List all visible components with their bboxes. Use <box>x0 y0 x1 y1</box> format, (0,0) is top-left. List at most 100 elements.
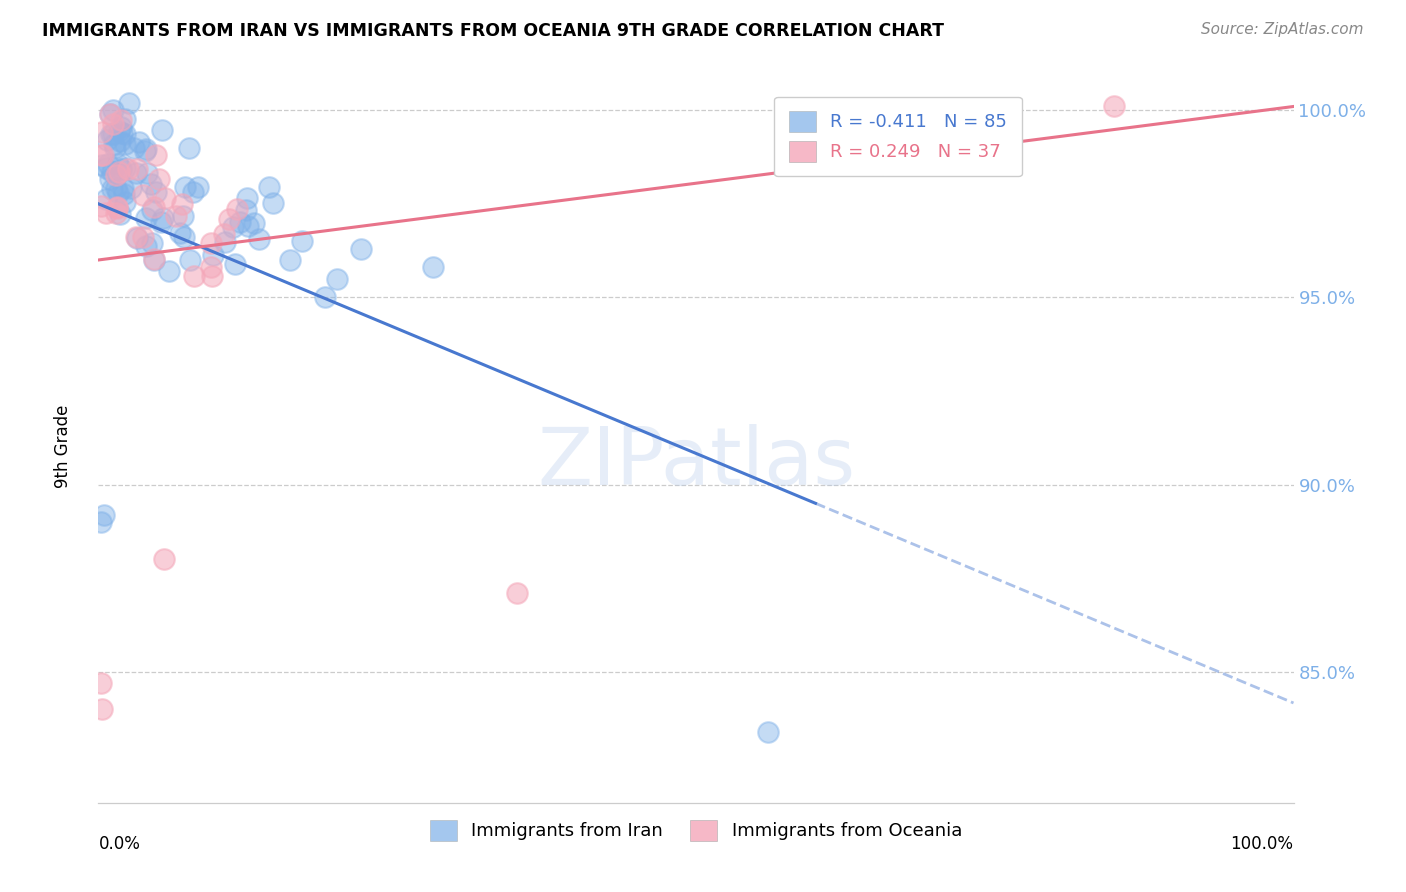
Point <box>107 166 129 180</box>
Point <box>187 179 209 194</box>
Point <box>141 202 163 217</box>
Point <box>214 235 236 249</box>
Point <box>107 164 129 178</box>
Point <box>110 134 132 148</box>
Point <box>315 290 337 304</box>
Point <box>114 195 136 210</box>
Point <box>179 141 201 155</box>
Point <box>262 196 284 211</box>
Point <box>101 181 124 195</box>
Point <box>157 264 180 278</box>
Point <box>201 247 224 261</box>
Point <box>229 215 252 229</box>
Point <box>98 106 121 120</box>
Text: 9th Grade: 9th Grade <box>55 404 72 488</box>
Point <box>172 209 194 223</box>
Text: Source: ZipAtlas.com: Source: ZipAtlas.com <box>1201 22 1364 37</box>
Point <box>183 268 205 283</box>
Point <box>93 148 115 162</box>
Point <box>110 120 132 134</box>
Point <box>225 202 247 216</box>
Point <box>181 185 204 199</box>
Point <box>756 724 779 739</box>
Point <box>222 220 245 235</box>
Point <box>145 148 167 162</box>
Point <box>98 107 121 121</box>
Point <box>101 117 124 131</box>
Point <box>506 586 529 600</box>
Point <box>105 205 128 219</box>
Point <box>278 252 301 267</box>
Point <box>93 508 115 522</box>
Point <box>110 112 132 127</box>
Point <box>235 203 257 218</box>
Point <box>1104 99 1126 113</box>
Point <box>201 268 224 283</box>
Point <box>200 236 222 251</box>
Point <box>104 141 127 155</box>
Point <box>257 179 280 194</box>
Point <box>98 172 121 186</box>
Point <box>153 552 176 566</box>
Point <box>179 252 201 267</box>
Point <box>90 126 112 140</box>
Point <box>96 133 118 147</box>
Point <box>94 161 117 175</box>
Point <box>118 96 141 111</box>
Point <box>90 148 112 162</box>
Point <box>90 157 112 171</box>
Point <box>143 252 166 267</box>
Point <box>105 200 128 214</box>
Point <box>112 180 135 194</box>
Text: IMMIGRANTS FROM IRAN VS IMMIGRANTS FROM OCEANIA 9TH GRADE CORRELATION CHART: IMMIGRANTS FROM IRAN VS IMMIGRANTS FROM … <box>42 22 945 40</box>
Point <box>139 177 162 191</box>
Point <box>107 186 129 200</box>
Point <box>173 229 195 244</box>
Point <box>200 260 222 275</box>
Point <box>132 187 155 202</box>
Point <box>100 127 122 141</box>
Point <box>422 260 444 275</box>
Point <box>132 230 155 244</box>
Point <box>100 164 122 178</box>
Point <box>224 257 246 271</box>
Point <box>90 199 112 213</box>
Point <box>243 215 266 229</box>
Point <box>247 231 270 245</box>
Point <box>153 191 176 205</box>
Point <box>96 206 118 220</box>
Point <box>212 227 235 242</box>
Point <box>236 219 259 233</box>
Point <box>128 135 150 149</box>
Point <box>110 162 132 177</box>
Point <box>114 127 136 141</box>
Point <box>125 161 148 176</box>
Point <box>350 242 373 256</box>
Point <box>120 180 142 194</box>
Point <box>94 193 117 207</box>
Point <box>103 127 125 141</box>
Point <box>125 166 148 180</box>
Text: 0.0%: 0.0% <box>98 835 141 854</box>
Point <box>114 136 136 151</box>
Point <box>142 252 165 267</box>
Point <box>218 212 240 227</box>
Point <box>107 156 129 170</box>
Point <box>141 235 163 250</box>
Legend: Immigrants from Iran, Immigrants from Oceania: Immigrants from Iran, Immigrants from Oc… <box>423 813 969 848</box>
Point <box>114 161 136 175</box>
Point <box>103 136 125 151</box>
Point <box>105 181 128 195</box>
Point <box>108 206 131 220</box>
Point <box>96 156 118 170</box>
Point <box>125 230 148 244</box>
Point <box>169 226 191 240</box>
Point <box>91 702 114 716</box>
Text: ZIPatlas: ZIPatlas <box>537 425 855 502</box>
Point <box>117 162 139 177</box>
Point <box>125 230 148 244</box>
Point <box>107 124 129 138</box>
Point <box>103 103 125 118</box>
Point <box>114 112 136 126</box>
Point <box>90 515 112 529</box>
